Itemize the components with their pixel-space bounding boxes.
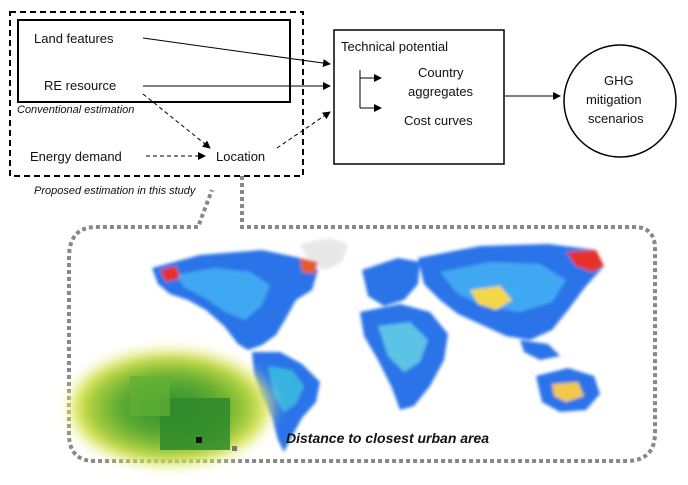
ghg-label-line1: GHG xyxy=(604,73,634,88)
label-proposed-estimation: Proposed estimation in this study xyxy=(34,185,196,197)
technical-potential-title: Technical potential xyxy=(341,39,448,54)
proposed-estimation-frame xyxy=(9,11,304,177)
world-map xyxy=(152,238,604,452)
arrow-re-to-location xyxy=(142,93,211,149)
label-re-resource: RE resource xyxy=(44,78,117,93)
label-country-aggregates-line2: aggregates xyxy=(408,84,474,99)
ghg-circle xyxy=(563,44,677,158)
conventional-estimation-frame xyxy=(17,19,291,103)
arrow-location-to-potential xyxy=(276,111,331,149)
ghg-label-line3: scenarios xyxy=(588,111,644,126)
label-land-features: Land features xyxy=(34,31,114,46)
map-caption: Distance to closest urban area xyxy=(286,430,490,446)
label-cost-curves: Cost curves xyxy=(404,113,473,128)
label-location: Location xyxy=(216,149,266,164)
ghg-label-line2: mitigation xyxy=(586,92,642,107)
map-callout-frame xyxy=(67,176,657,463)
technical-potential-box xyxy=(333,29,505,165)
label-country-aggregates-line1: Country xyxy=(418,65,464,80)
arrow-land-to-potential xyxy=(142,37,331,67)
zoom-detail-blob xyxy=(62,346,278,470)
label-energy-demand: Energy demand xyxy=(30,149,122,164)
label-conventional-estimation: Conventional estimation xyxy=(17,104,135,116)
